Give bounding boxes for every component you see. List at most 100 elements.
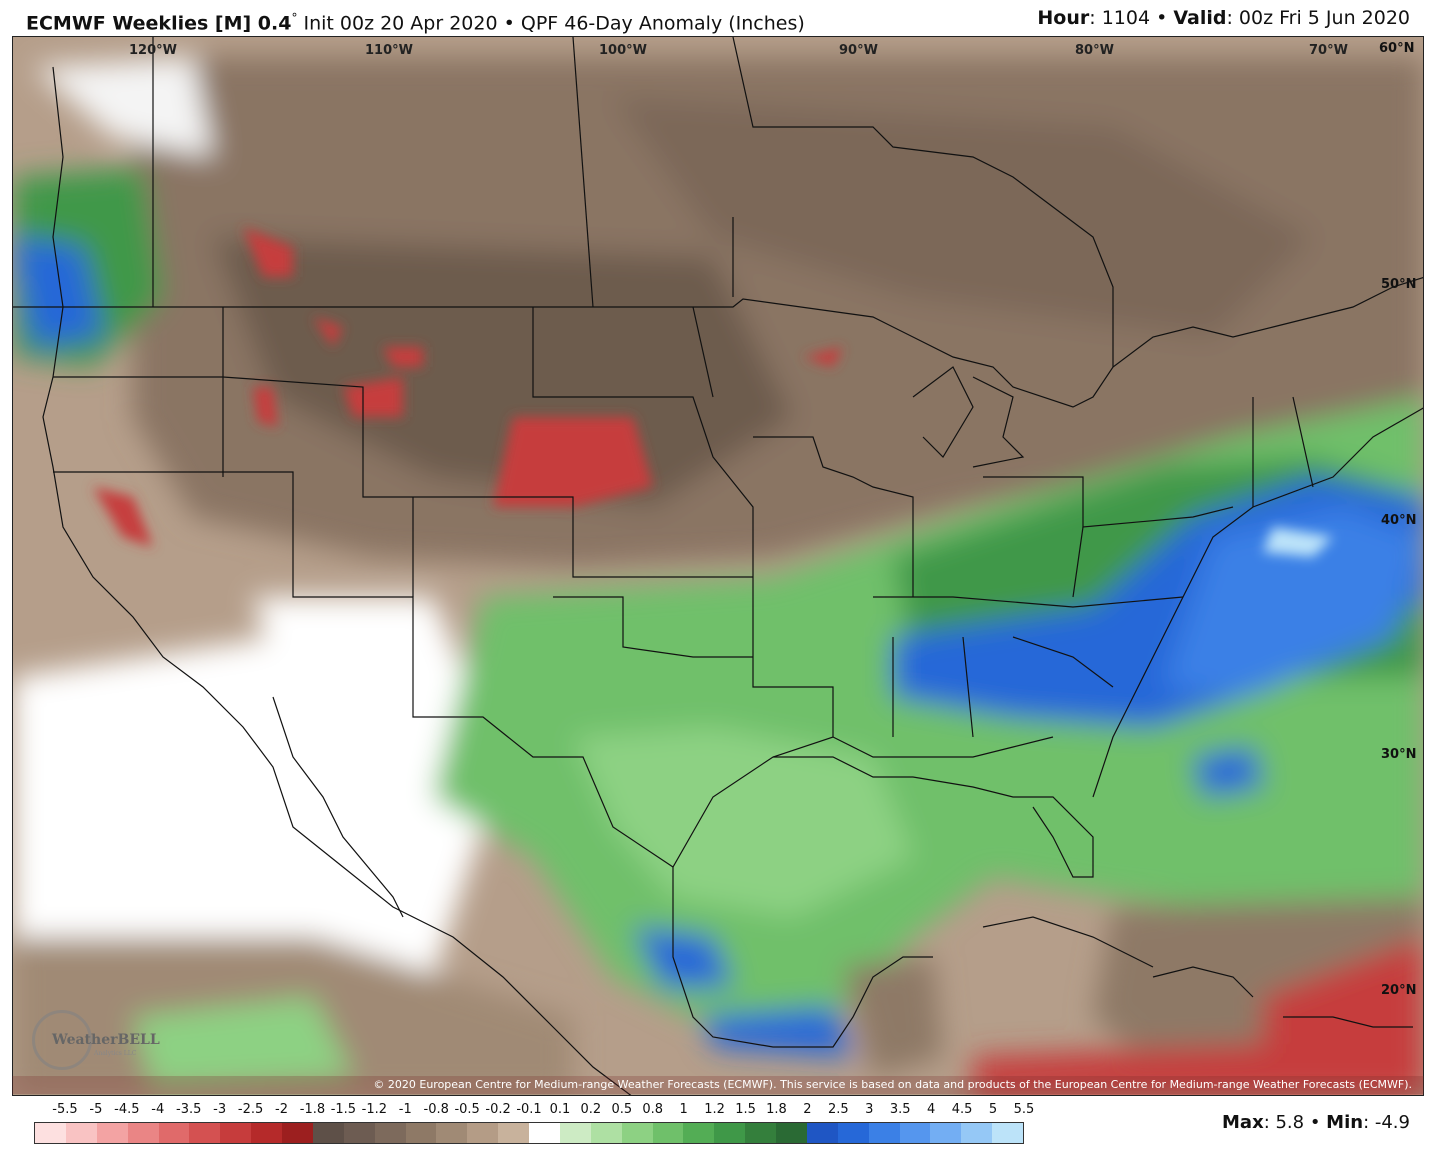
colorbar-swatch: [343, 1123, 375, 1143]
colorbar-tick-label: -0.2: [485, 1102, 511, 1117]
copyright-notice: © 2020 European Centre for Medium-range …: [12, 1076, 1424, 1094]
header-title: ECMWF Weeklies [M] 0.4° Init 00z 20 Apr …: [26, 0, 805, 41]
lon-label-70w: 70°W: [1309, 43, 1348, 58]
colorbar-tick-label: -2: [275, 1102, 288, 1117]
colorbar-tick-label: -1: [398, 1102, 412, 1117]
colorbar-tick-label: 1.8: [766, 1102, 787, 1117]
colorbar-swatch: [529, 1123, 560, 1143]
colorbar-swatch: [961, 1123, 993, 1143]
colorbar-tick-label: -0.1: [516, 1102, 542, 1117]
weatherbell-logo: WeatherBELL Analytics LLC: [32, 1006, 162, 1076]
colorbar-swatch: [992, 1123, 1023, 1143]
lon-label-90w: 90°W: [839, 43, 878, 58]
colorbar-tick-label: -1.5: [330, 1102, 357, 1117]
valid-label: Valid: [1173, 7, 1227, 29]
colorbar-swatch: [899, 1123, 931, 1143]
logo-wordmark: WeatherBELL: [52, 1032, 160, 1048]
colorbar-swatch: [590, 1123, 622, 1143]
colorbar-tick-label: 2: [803, 1102, 812, 1117]
valid-value: : 00z Fri 5 Jun 2020: [1226, 7, 1410, 29]
lon-label-110w: 110°W: [365, 43, 413, 58]
colorbar-swatch: [683, 1123, 715, 1143]
colorbar-swatch: [374, 1123, 406, 1143]
init-time: Init 00z 20 Apr 2020: [297, 12, 498, 35]
colorbar-swatch: [282, 1123, 313, 1143]
header-valid: Hour: 1104 • Valid: 00z Fri 5 Jun 2020: [1037, 0, 1410, 36]
colorbar-tick-label: -4: [151, 1102, 165, 1117]
lon-label-120w: 120°W: [129, 43, 177, 58]
colorbar-tick-label: -3.5: [176, 1102, 202, 1117]
stats-separator: •: [1304, 1112, 1327, 1133]
boundary-lines: [13, 37, 1423, 1095]
colorbar-tick-label: -1.2: [361, 1102, 387, 1117]
lat-label-40n: 40°N: [1381, 513, 1417, 528]
colorbar-swatch: [189, 1123, 221, 1143]
lon-label-80w: 80°W: [1075, 43, 1114, 58]
colorbar-swatch: [498, 1123, 529, 1143]
colorbar-tick-label: 2.5: [828, 1102, 849, 1117]
header-separator: •: [497, 12, 521, 35]
lat-label-30n: 30°N: [1381, 747, 1417, 762]
min-value: : -4.9: [1363, 1112, 1410, 1133]
colorbar-tick-label: -3: [213, 1102, 227, 1117]
max-value: : 5.8: [1263, 1112, 1305, 1133]
map-canvas: [13, 37, 1423, 1095]
colorbar-tick-label: 0.8: [642, 1102, 664, 1117]
precip-anomaly-map: 120°W 110°W 100°W 90°W 80°W 70°W 60°N 50…: [12, 36, 1424, 1096]
colorbar-tick-label: 0.1: [549, 1102, 571, 1117]
colorbar-swatch: [35, 1123, 66, 1143]
colorbar-tick-label: 5: [988, 1102, 998, 1117]
logo-ring: [32, 1010, 92, 1070]
colorbar: [34, 1122, 1024, 1144]
colorbar-tick-label: -2.5: [237, 1102, 264, 1117]
max-min-readout: Max: 5.8 • Min: -4.9: [1222, 1112, 1410, 1133]
colorbar-tick-label: 4: [927, 1102, 936, 1117]
lat-label-60n: 60°N: [1379, 41, 1415, 56]
colorbar-swatch: [745, 1123, 776, 1143]
map-header: ECMWF Weeklies [M] 0.4° Init 00z 20 Apr …: [0, 0, 1440, 36]
max-label: Max: [1222, 1112, 1264, 1133]
colorbar-tick-label: 4.5: [951, 1102, 973, 1117]
colorbar-tick-label: 1.5: [735, 1102, 756, 1117]
colorbar-swatch: [868, 1123, 900, 1143]
colorbar-swatch: [652, 1123, 684, 1143]
colorbar-swatch: [251, 1123, 282, 1143]
colorbar-swatch: [776, 1123, 807, 1143]
colorbar-swatch: [559, 1123, 591, 1143]
colorbar-swatch: [621, 1123, 653, 1143]
colorbar-swatch: [220, 1123, 252, 1143]
colorbar-swatch: [65, 1123, 97, 1143]
hour-label: Hour: [1037, 7, 1090, 29]
colorbar-tick-label: -4.5: [114, 1102, 140, 1117]
colorbar-swatch: [467, 1123, 499, 1143]
colorbar-swatch: [127, 1123, 159, 1143]
colorbar-tick-label: 0.5: [611, 1102, 633, 1117]
header-separator-2: •: [1150, 7, 1174, 29]
logo-subtext: Analytics LLC: [94, 1050, 137, 1057]
colorbar-swatch: [96, 1123, 128, 1143]
product-name: QPF 46-Day Anomaly (Inches): [520, 12, 805, 35]
colorbar-swatch: [436, 1123, 468, 1143]
colorbar-tick-label: -5: [89, 1102, 103, 1117]
model-name: ECMWF Weeklies [M] 0.4: [26, 12, 292, 35]
colorbar-tick-label: -1.8: [299, 1102, 326, 1117]
colorbar-swatch: [405, 1123, 437, 1143]
colorbar-tick-label: 3: [865, 1102, 874, 1117]
colorbar-swatch: [837, 1123, 869, 1143]
colorbar-tick-label: 1: [679, 1102, 688, 1117]
colorbar-tick-label: 3.5: [889, 1102, 911, 1117]
hour-value: : 1104: [1089, 7, 1151, 29]
colorbar-swatch: [312, 1123, 344, 1143]
colorbar-labels: -5.5 -5 -4.5 -4 -3.5 -3 -2.5 -2 -1.8 -1.5 -1.2 -1 -0…: [34, 1100, 1034, 1122]
colorbar-swatch: [930, 1123, 962, 1143]
degree-sign: °: [291, 11, 298, 25]
colorbar-tick-label: 1.2: [704, 1102, 725, 1117]
dry-hotspots: [93, 227, 1333, 557]
min-label: Min: [1326, 1112, 1364, 1133]
colorbar-swatch: [714, 1123, 746, 1143]
colorbar-tick-label: -5.5: [52, 1102, 78, 1117]
colorbar-swatch: [806, 1123, 838, 1143]
colorbar-swatch: [158, 1123, 190, 1143]
lat-label-20n: 20°N: [1381, 983, 1417, 998]
lon-label-100w: 100°W: [599, 43, 647, 58]
